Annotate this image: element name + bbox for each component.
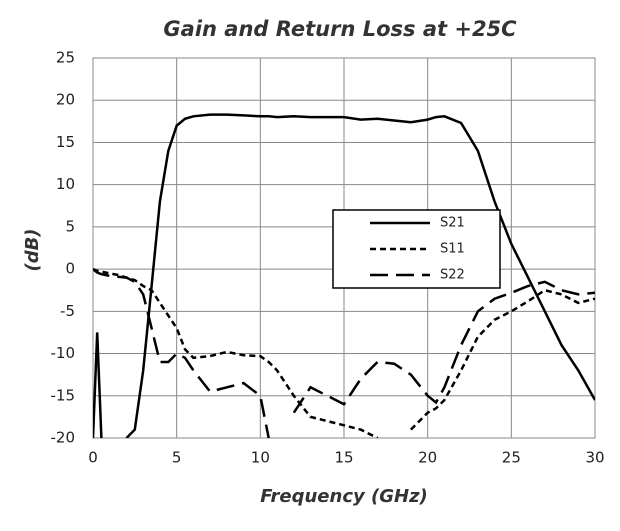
- y-tick-label: 25: [56, 49, 75, 67]
- x-tick-label: 10: [251, 449, 270, 467]
- y-tick-label: -20: [51, 429, 76, 447]
- legend-box: [332, 209, 501, 289]
- y-tick-label: 20: [56, 91, 75, 109]
- x-tick-label: 25: [502, 449, 521, 467]
- x-tick-label: 30: [585, 449, 604, 467]
- legend-label: S21: [440, 216, 465, 231]
- legend-label: S11: [440, 242, 465, 257]
- y-tick-label: -10: [51, 344, 76, 362]
- y-tick-label: 5: [65, 217, 75, 235]
- x-tick-label: 15: [334, 449, 353, 467]
- x-axis-label: Frequency (GHz): [260, 486, 428, 507]
- y-tick-label: 0: [65, 260, 75, 278]
- legend-label: S22: [440, 268, 465, 283]
- y-tick-label: -15: [51, 386, 76, 404]
- x-tick-label: 20: [418, 449, 437, 467]
- y-axis-label: (dB): [22, 228, 43, 271]
- y-tick-label: 15: [56, 133, 75, 151]
- y-tick-label: -5: [60, 302, 75, 320]
- chart-title: Gain and Return Loss at +25C: [163, 17, 517, 41]
- x-tick-label: 0: [88, 449, 98, 467]
- y-tick-label: 10: [56, 175, 75, 193]
- series-line: [93, 267, 595, 438]
- x-tick-label: 5: [172, 449, 182, 467]
- series-line: [93, 268, 595, 438]
